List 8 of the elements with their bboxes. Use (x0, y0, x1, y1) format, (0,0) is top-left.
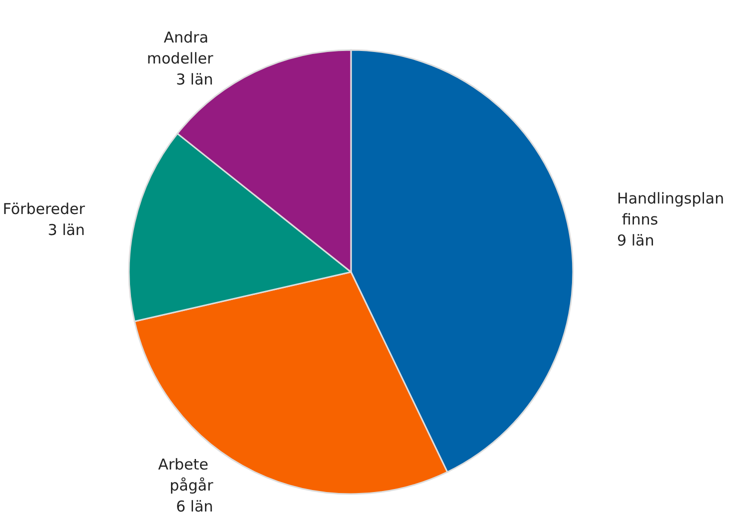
data-label: 6 län (176, 498, 214, 516)
slice-label: Arbete pågår (158, 456, 214, 495)
data-label: 9 län (617, 231, 654, 250)
slice-label: Förbereder (2, 200, 86, 218)
data-label: 3 län (176, 70, 214, 88)
slice-label: Handlingsplan finns (617, 189, 724, 228)
data-label: 3 län (48, 220, 85, 239)
slice-label: Andra modeller (146, 28, 214, 68)
